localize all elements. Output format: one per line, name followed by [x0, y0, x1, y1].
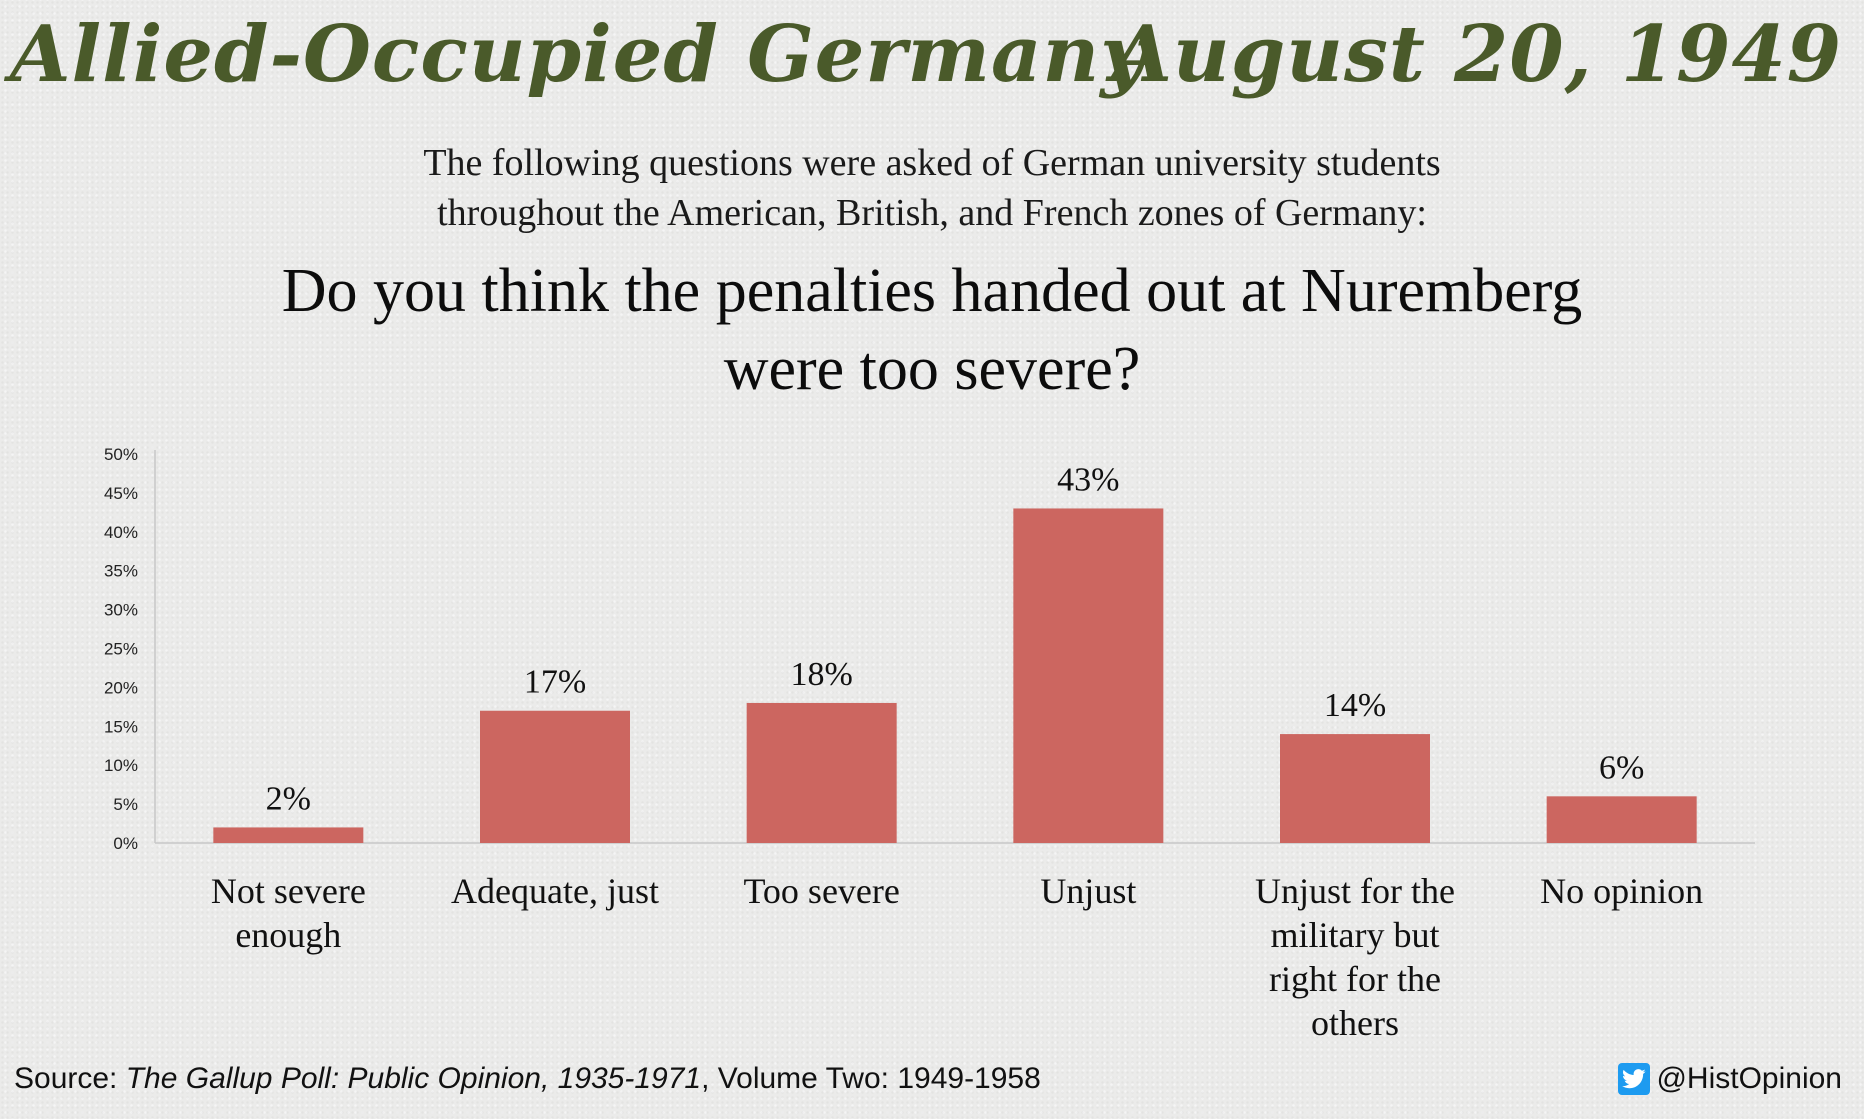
- category-label-line: Too severe: [743, 871, 899, 911]
- question-text: Do you think the penalties handed out at…: [0, 252, 1864, 408]
- twitter-bird-icon: [1618, 1063, 1651, 1095]
- bar: [480, 710, 630, 843]
- question-line-2: were too severe?: [723, 335, 1141, 403]
- category-label-line: others: [1311, 1003, 1399, 1043]
- y-tick-label: 25%: [104, 640, 138, 659]
- category-label-line: No opinion: [1540, 871, 1703, 911]
- header-date: August 20, 1949: [1111, 9, 1842, 100]
- category-label: Not severe enough: [211, 871, 366, 955]
- category-label-line: enough: [235, 915, 341, 955]
- y-tick-label: 30%: [104, 601, 138, 620]
- y-tick-label: 15%: [104, 717, 138, 736]
- category-label-line: right for the: [1269, 959, 1441, 999]
- data-label: 17%: [524, 664, 586, 701]
- data-label: 2%: [266, 780, 311, 817]
- y-tick-label: 0%: [113, 834, 138, 853]
- intro-text: The following questions were asked of Ge…: [0, 138, 1864, 238]
- twitter-handle-text: @HistOpinion: [1656, 1062, 1842, 1095]
- category-label: Unjust: [1040, 871, 1136, 911]
- category-label: No opinion: [1540, 871, 1703, 911]
- twitter-handle[interactable]: @HistOpinion: [1618, 1062, 1842, 1096]
- category-label: Adequate, just: [451, 871, 659, 911]
- category-label-line: military but: [1271, 915, 1440, 955]
- data-label: 14%: [1324, 687, 1386, 724]
- bar: [746, 702, 897, 843]
- category-label: Too severe: [743, 871, 899, 911]
- y-tick-label: 50%: [104, 445, 138, 464]
- category-label-line: Not severe: [211, 871, 366, 911]
- source-suffix: , Volume Two: 1949-1958: [701, 1062, 1041, 1095]
- category-label: Unjust for the military but right for the o…: [1255, 871, 1455, 1043]
- source-prefix: Source:: [14, 1062, 126, 1095]
- bar: [1280, 734, 1430, 843]
- category-label-line: Unjust for the: [1255, 871, 1455, 911]
- source-citation: Source: The Gallup Poll: Public Opinion,…: [14, 1062, 1041, 1096]
- source-title: The Gallup Poll: Public Opinion, 1935-19…: [125, 1062, 702, 1095]
- y-tick-label: 40%: [104, 523, 138, 542]
- intro-line-2: throughout the American, British, and Fr…: [437, 192, 1427, 234]
- data-label: 43%: [1057, 461, 1119, 498]
- header-title: Allied-Occupied Germany: [10, 9, 1147, 100]
- data-label: 6%: [1599, 749, 1644, 786]
- y-tick-label: 10%: [104, 756, 138, 775]
- category-label-line: Unjust: [1040, 871, 1136, 911]
- bar: [1546, 796, 1697, 843]
- y-tick-label: 35%: [104, 562, 138, 581]
- data-label: 18%: [791, 656, 853, 693]
- bar: [213, 827, 364, 843]
- y-tick-label: 20%: [104, 678, 138, 697]
- y-tick-label: 5%: [113, 795, 138, 814]
- bar-chart: 0% 5% 10% 15% 20% 25% 30% 35% 40% 45% 50% 2% Not sev…: [104, 445, 1755, 1043]
- y-tick-label: 45%: [104, 484, 138, 503]
- intro-line-1: The following questions were asked of Ge…: [423, 142, 1441, 184]
- question-line-1: Do you think the penalties handed out at…: [281, 257, 1583, 325]
- category-label-line: Adequate, just: [451, 871, 659, 911]
- bar: [1013, 508, 1164, 843]
